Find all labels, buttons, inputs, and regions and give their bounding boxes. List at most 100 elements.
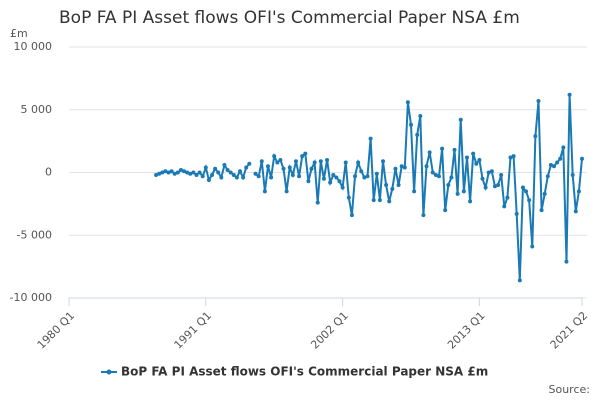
data-point bbox=[334, 175, 339, 180]
data-point bbox=[511, 154, 516, 159]
data-point bbox=[480, 176, 485, 181]
data-point bbox=[570, 173, 575, 178]
data-point bbox=[489, 169, 494, 174]
data-point bbox=[265, 164, 270, 169]
data-point bbox=[371, 198, 376, 203]
data-point bbox=[468, 199, 473, 204]
data-point bbox=[502, 204, 507, 209]
data-point bbox=[213, 166, 218, 171]
data-point bbox=[393, 166, 398, 171]
data-point bbox=[573, 209, 578, 214]
data-point bbox=[241, 175, 246, 180]
data-point bbox=[402, 165, 407, 170]
data-point bbox=[421, 213, 426, 218]
data-point bbox=[216, 170, 221, 175]
data-point bbox=[514, 211, 519, 216]
data-point bbox=[225, 167, 230, 172]
data-point bbox=[160, 170, 165, 175]
data-point bbox=[343, 160, 348, 165]
data-point bbox=[182, 169, 187, 174]
data-point bbox=[576, 189, 581, 194]
data-point bbox=[508, 155, 513, 160]
data-point bbox=[474, 161, 479, 166]
data-point bbox=[409, 122, 413, 127]
data-point bbox=[452, 147, 457, 152]
data-point bbox=[337, 179, 342, 184]
data-point bbox=[496, 183, 501, 188]
data-point bbox=[399, 164, 404, 169]
x-tick-label: 1991 Q1 bbox=[172, 309, 215, 352]
data-point bbox=[533, 134, 538, 139]
data-point bbox=[349, 213, 354, 218]
data-point bbox=[405, 100, 410, 105]
data-point bbox=[259, 159, 264, 164]
data-point bbox=[175, 170, 180, 175]
data-point bbox=[362, 175, 367, 180]
y-tick-label: 0 bbox=[45, 166, 52, 179]
data-point bbox=[247, 161, 252, 166]
data-point bbox=[505, 195, 510, 200]
data-point bbox=[564, 259, 569, 264]
y-tick-label: 5 000 bbox=[21, 103, 53, 116]
data-point bbox=[424, 164, 429, 169]
data-point bbox=[300, 154, 305, 159]
data-point bbox=[430, 170, 435, 175]
data-point bbox=[446, 183, 451, 188]
data-point bbox=[433, 173, 438, 178]
data-point bbox=[191, 170, 196, 175]
data-point bbox=[185, 170, 190, 175]
data-point bbox=[377, 198, 382, 203]
data-point bbox=[374, 171, 379, 176]
data-point bbox=[238, 169, 242, 174]
data-point bbox=[309, 166, 314, 171]
data-point bbox=[154, 173, 159, 178]
data-point bbox=[331, 173, 336, 178]
data-point bbox=[545, 174, 550, 179]
data-point bbox=[356, 160, 361, 165]
data-point bbox=[163, 169, 168, 174]
data-point bbox=[315, 200, 320, 205]
data-point bbox=[471, 151, 476, 156]
data-point bbox=[558, 156, 563, 161]
data-point bbox=[275, 160, 280, 165]
data-point bbox=[244, 165, 249, 170]
data-point bbox=[228, 170, 233, 175]
data-point bbox=[269, 175, 274, 180]
data-point bbox=[318, 159, 323, 164]
chart-title: BoP FA PI Asset flows OFI's Commercial P… bbox=[59, 8, 520, 28]
data-point bbox=[290, 173, 295, 178]
data-point bbox=[396, 183, 401, 188]
data-point bbox=[580, 156, 584, 161]
data-point bbox=[365, 174, 370, 179]
data-point bbox=[477, 157, 482, 162]
data-point bbox=[231, 173, 236, 178]
data-point bbox=[458, 117, 463, 122]
data-point bbox=[210, 173, 215, 178]
y-tick-label: -10 000 bbox=[10, 291, 52, 304]
data-point bbox=[287, 165, 292, 170]
data-point bbox=[536, 98, 541, 103]
data-point bbox=[542, 191, 547, 196]
data-point bbox=[412, 189, 417, 194]
data-point bbox=[461, 189, 466, 194]
data-point bbox=[483, 185, 488, 190]
data-point bbox=[256, 174, 261, 179]
x-tick-label: 2002 Q1 bbox=[308, 309, 351, 352]
x-tick-label: 2013 Q1 bbox=[445, 309, 488, 352]
data-point bbox=[449, 175, 454, 180]
data-point bbox=[499, 173, 504, 178]
data-point bbox=[166, 170, 171, 175]
data-point bbox=[492, 184, 497, 189]
data-point bbox=[359, 169, 364, 174]
data-point bbox=[555, 160, 560, 165]
data-point bbox=[340, 185, 345, 190]
data-point bbox=[321, 176, 326, 181]
data-point bbox=[157, 171, 162, 176]
data-point bbox=[567, 92, 572, 97]
data-point bbox=[262, 189, 267, 194]
data-point bbox=[284, 189, 289, 194]
data-point bbox=[278, 157, 283, 162]
data-point bbox=[219, 175, 224, 180]
data-point bbox=[234, 175, 239, 180]
